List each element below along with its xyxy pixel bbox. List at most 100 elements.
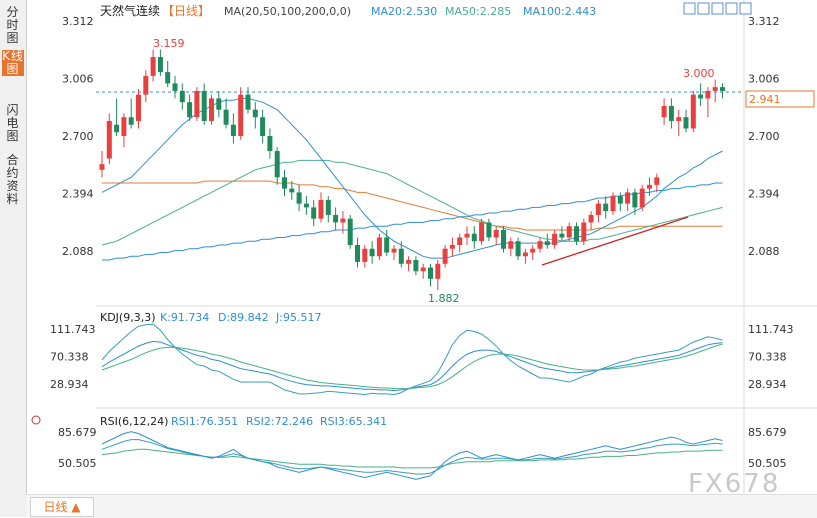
price-tick-left: 3.006 <box>62 73 94 86</box>
rsi-tick-left: 85.679 <box>58 426 97 439</box>
rsi-tick-left: 50.505 <box>58 457 97 470</box>
rsi3-value: RSI3:65.341 <box>320 415 387 428</box>
ma20-line <box>101 97 723 259</box>
zoom-in-icon[interactable] <box>711 2 724 15</box>
kdj-label: KDJ(9,3,3) <box>100 311 156 324</box>
candle-body <box>179 90 185 103</box>
candle-body <box>369 248 375 257</box>
candle-body <box>121 117 127 136</box>
candle-body <box>705 90 711 99</box>
candle-body <box>347 218 353 245</box>
candle-body <box>150 57 156 76</box>
kdj-j: J:95.517 <box>275 311 321 324</box>
candle-body <box>457 237 463 245</box>
tab-kline[interactable]: K线图 <box>2 49 24 76</box>
candle-body <box>566 226 572 238</box>
candle-body <box>325 199 331 215</box>
candle-body <box>362 248 368 262</box>
sun-icon[interactable] <box>31 415 41 425</box>
kdj-tick-right: 70.338 <box>748 351 787 364</box>
candle-body <box>260 117 266 136</box>
candle-body <box>296 192 302 204</box>
tab-flash[interactable]: 闪电图 <box>6 103 20 143</box>
settings-icon[interactable] <box>683 2 696 15</box>
candle-body <box>632 192 638 208</box>
expand-icon[interactable] <box>697 2 710 15</box>
candle-body <box>172 83 178 91</box>
rsi1-line <box>101 431 723 480</box>
candle-body <box>530 248 536 253</box>
candle-body <box>464 233 470 238</box>
recent-high-annotation: 3.000 <box>683 67 715 80</box>
ma100-value: MA100:2.443 <box>523 5 596 18</box>
candle-body <box>639 188 645 208</box>
candle-body <box>216 98 222 110</box>
kdj-tick-left: 111.743 <box>50 323 96 336</box>
candle-body <box>106 120 112 159</box>
candle-body <box>282 177 287 189</box>
candle-body <box>428 267 433 279</box>
candle-body <box>355 244 360 262</box>
candle-body <box>165 72 171 84</box>
candle-body <box>625 192 631 204</box>
support-trendline <box>541 216 689 266</box>
candle-body <box>340 218 346 223</box>
kdj-k: K:91.734 <box>160 311 209 324</box>
tab-timeshare[interactable]: 分时图 <box>6 5 20 45</box>
candle-body <box>318 199 324 219</box>
candle-body <box>230 124 236 136</box>
price-tick-right: 2.088 <box>748 245 780 258</box>
candle-body <box>508 241 514 249</box>
candle-body <box>143 75 149 95</box>
candle-body <box>595 203 601 215</box>
candle-body <box>201 90 207 121</box>
candle-body <box>333 214 339 223</box>
kdj-d-line <box>101 343 723 390</box>
candle-body <box>128 117 134 125</box>
candle-body <box>194 90 200 118</box>
candle-body <box>581 222 587 242</box>
candle-body <box>223 109 229 125</box>
bottom-bar <box>26 494 817 518</box>
candle-body <box>544 241 550 245</box>
candle-body <box>610 196 616 212</box>
tab-contract-info[interactable]: 合约资料 <box>6 153 20 206</box>
candle-body <box>245 94 251 110</box>
price-tick-right: 2.394 <box>748 188 780 201</box>
candle-body <box>114 124 120 133</box>
candle-body <box>209 98 214 121</box>
kdj-tick-left: 28.934 <box>50 378 89 391</box>
candle-body <box>493 229 499 238</box>
ma20-value: MA20:2.530 <box>371 5 437 18</box>
rsi3-line <box>101 448 723 469</box>
candle-body <box>136 94 141 121</box>
close-icon[interactable] <box>739 2 752 15</box>
ma50-value: MA50:2.285 <box>445 5 511 18</box>
candle-body <box>252 109 258 118</box>
candle-body <box>603 203 609 212</box>
candle-body <box>698 94 704 99</box>
candle-body <box>267 136 273 152</box>
candle-body <box>406 260 412 264</box>
candle-body <box>712 87 718 91</box>
candle-body <box>479 222 485 242</box>
candle-body <box>661 105 667 118</box>
candle-body <box>515 241 521 257</box>
candle-body <box>559 233 565 238</box>
zoom-out-icon[interactable] <box>725 2 738 15</box>
candle-body <box>676 117 682 121</box>
period-label: 【日线】 <box>162 4 210 18</box>
candle-body <box>690 94 696 129</box>
period-button[interactable]: 日线 ▲ <box>30 497 94 517</box>
instrument-title: 天然气连续 <box>100 3 160 18</box>
rsi1-value: RSI1:76.351 <box>171 415 238 428</box>
candle-body <box>413 260 419 272</box>
kdj-tick-left: 70.338 <box>50 351 89 364</box>
candle-body <box>449 244 455 249</box>
last-price-box <box>745 90 815 108</box>
price-tick-right: 3.312 <box>748 15 780 28</box>
candle-body <box>442 248 448 264</box>
kdj-k-line <box>101 340 723 392</box>
candle-body <box>157 57 163 73</box>
